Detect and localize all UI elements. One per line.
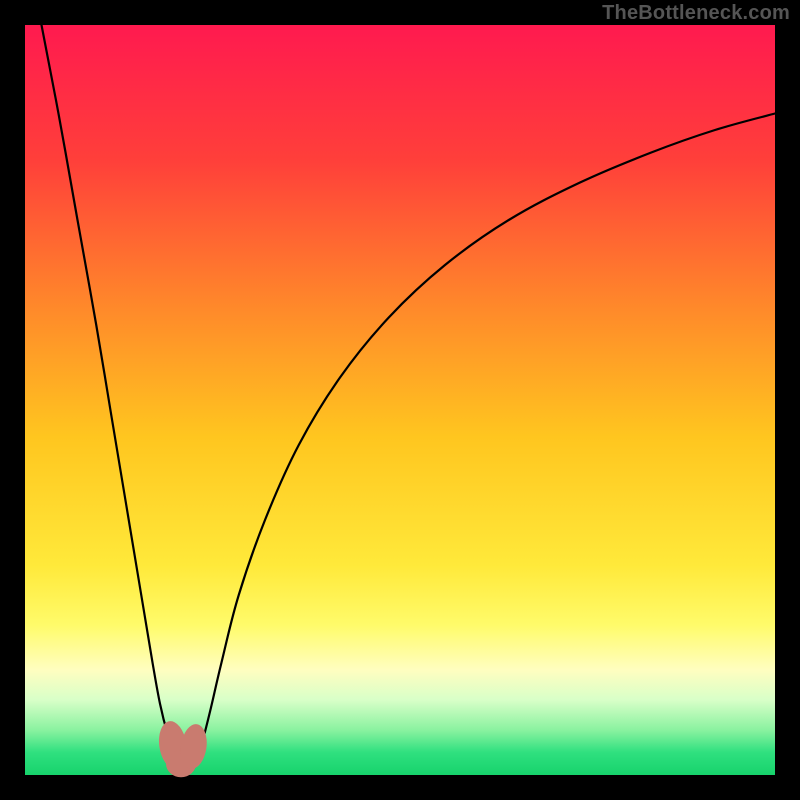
bottleneck-chart-frame: TheBottleneck.com <box>0 0 800 800</box>
plot-background <box>25 25 775 775</box>
watermark-text: TheBottleneck.com <box>602 2 790 25</box>
bottleneck-plot-svg <box>0 0 800 800</box>
